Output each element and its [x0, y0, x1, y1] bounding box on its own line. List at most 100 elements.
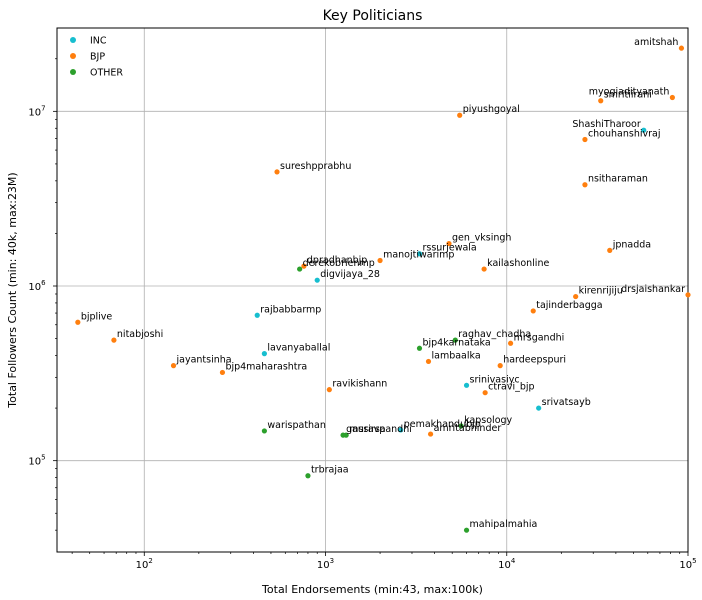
point-label: ravikishann — [332, 379, 387, 390]
point-label: nsitharaman — [588, 174, 648, 185]
point-label: raghav_chadha — [458, 329, 531, 340]
point-label: srivatsayb — [542, 397, 591, 408]
data-point — [111, 337, 117, 343]
x-tick-label: 104 — [498, 557, 516, 571]
data-point — [261, 428, 267, 434]
data-point — [170, 363, 177, 369]
data-point — [463, 382, 470, 388]
data-point — [530, 308, 536, 314]
data-point — [416, 345, 423, 351]
point-label: bjp4maharashtra — [225, 361, 307, 372]
point-label: piyushgoyal — [463, 104, 520, 115]
point-label: rajbabbarmp — [260, 304, 321, 315]
chart-title: Key Politicians — [323, 8, 423, 24]
point-label: myogiadityanath — [589, 87, 670, 98]
x-axis-label: Total Endorsements (min:43, max:100k) — [261, 583, 483, 596]
data-point — [573, 293, 579, 300]
point-label: trbrajaa — [311, 465, 349, 476]
point-label: dpradhanbjp — [307, 255, 367, 266]
data-point — [457, 112, 463, 118]
data-point — [582, 182, 588, 188]
point-label: manojtiwarimp — [383, 249, 454, 260]
data-point — [607, 247, 613, 253]
point-label: srinivasiyc — [470, 374, 520, 385]
data-point — [685, 292, 691, 298]
legend-entry: OTHER — [90, 68, 123, 79]
point-label: bjp4karnataka — [422, 337, 490, 348]
data-point — [427, 431, 434, 437]
point-label: derekobrienmp — [303, 258, 375, 269]
data-point — [507, 340, 514, 346]
point-label: hardeepspuri — [503, 355, 566, 366]
data-point — [482, 390, 488, 396]
point-label: lambaalka — [431, 350, 480, 361]
data-point — [326, 387, 332, 393]
data-point — [458, 423, 464, 429]
data-point — [536, 405, 542, 411]
data-point — [398, 427, 404, 433]
x-tick-label: 102 — [136, 557, 153, 571]
data-point — [301, 263, 307, 269]
data-point — [452, 337, 458, 343]
point-label: gen_vksingh — [452, 233, 511, 244]
point-label: kailashonline — [487, 258, 549, 269]
legend: INC BJP OTHER — [70, 36, 123, 79]
y-tick-label: 106 — [28, 279, 46, 293]
point-label: bjplive — [81, 311, 113, 322]
point-label: jpnadda — [612, 239, 651, 250]
data-point — [463, 527, 470, 533]
x-tick-label: 103 — [317, 557, 334, 571]
data-point — [582, 136, 588, 143]
point-label: ctravi_bjp — [488, 382, 534, 393]
legend-marker — [70, 53, 76, 59]
data-point — [497, 363, 503, 369]
data-point — [219, 369, 226, 376]
point-label: lavanyaballal — [267, 343, 330, 354]
point-label: mrsgandhi — [514, 332, 565, 343]
data-point — [261, 351, 267, 357]
data-point — [425, 358, 432, 365]
data-point — [641, 127, 647, 133]
data-point — [297, 266, 303, 272]
axis-ticks: 102 103 104 105 105 106 107 — [28, 58, 697, 571]
point-label: nitabjoshi — [117, 329, 163, 340]
data-point — [314, 277, 320, 283]
data-point — [75, 319, 81, 325]
y-axis-label: Total Followers Count (min: 40k, max:23M… — [6, 172, 19, 408]
point-label: mahipalmahia — [470, 519, 538, 530]
point-label: smritiirani — [604, 90, 652, 101]
point-label: gauravpandhi — [346, 424, 412, 435]
data-point — [446, 240, 452, 247]
data-point — [274, 169, 280, 175]
data-point — [669, 94, 675, 101]
point-label: kirenrijiju — [579, 286, 623, 297]
y-tick-label: 107 — [28, 104, 45, 118]
point-label: mssirsa — [349, 424, 385, 435]
point-label: kapsology — [464, 415, 512, 426]
legend-entry: BJP — [90, 52, 105, 63]
plot-frame — [56, 27, 689, 553]
point-label: amritabhinder — [434, 423, 502, 434]
legend-entry: INC — [90, 36, 107, 47]
data-point — [343, 432, 349, 438]
legend-marker — [70, 37, 76, 43]
point-label: chouhanshivraj — [588, 128, 661, 139]
legend-marker — [70, 69, 76, 75]
point-label: digvijaya_28 — [320, 269, 380, 280]
point-label: ShashiTharoor — [572, 119, 640, 130]
point-label: rssurjewala — [422, 243, 476, 254]
data-point — [254, 312, 260, 318]
point-label: amitshah — [634, 37, 678, 48]
data-point — [377, 257, 383, 264]
data-point — [416, 251, 423, 257]
x-tick-label: 105 — [679, 557, 696, 571]
point-label: sureshpprabhu — [280, 161, 351, 172]
data-points — [75, 45, 691, 533]
point-label: tajinderbagga — [536, 300, 602, 311]
data-point — [678, 45, 685, 51]
point-label: jayantsinha — [176, 355, 232, 366]
point-labels: ShashiTharoor rssurjewala digvijaya_28rajb… — [81, 37, 685, 530]
data-point — [598, 98, 604, 104]
y-tick-label: 105 — [28, 454, 45, 468]
